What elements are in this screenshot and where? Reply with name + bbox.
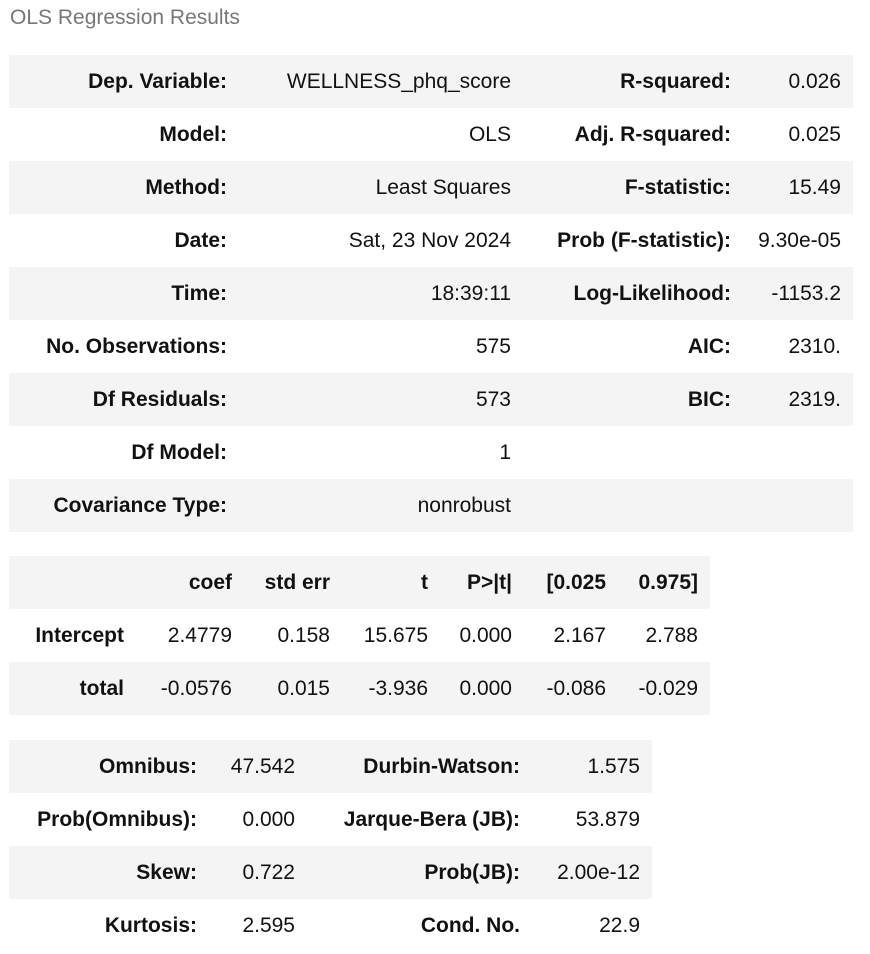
stat-value: 15.49: [788, 175, 841, 199]
stat-label: [523, 479, 743, 532]
column-header: [9, 556, 136, 609]
coefficient-cell: 2.788: [645, 623, 698, 647]
coefficient-cell: 0.000: [459, 623, 512, 647]
stat-label: Prob(Omnibus):: [37, 807, 197, 831]
stat-label: Model:: [159, 122, 227, 146]
stat-label: Time:: [171, 281, 227, 305]
summary-row: Dep. Variable: WELLNESS_phq_score R-square…: [9, 55, 853, 108]
stat-label: Kurtosis:: [104, 913, 197, 937]
summary-row: Df Model: 1: [9, 426, 853, 479]
model-summary-table: Dep. Variable: WELLNESS_phq_score R-square…: [9, 55, 853, 532]
coefficient-cell: -3.936: [368, 676, 428, 700]
stat-value: Least Squares: [375, 175, 511, 199]
coefficient-row: total -0.0576 0.015 -3.936 0.000 -0.086 -0.029: [9, 662, 710, 715]
stat-value: 22.9: [599, 913, 640, 937]
coefficient-cell: 0.000: [459, 676, 512, 700]
stat-label: Jarque-Bera (JB):: [343, 807, 520, 831]
stat-value: 9.30e-05: [758, 228, 841, 252]
stat-label: BIC:: [687, 387, 731, 411]
stat-label: Durbin-Watson:: [363, 754, 520, 778]
summary-row: Model: OLS Adj. R-squared: 0.025: [9, 108, 853, 161]
coefficient-cell: 0.015: [277, 676, 330, 700]
stat-label: Log-Likelihood:: [573, 281, 731, 305]
coefficient-cell: -0.0576: [160, 676, 232, 700]
summary-row: Date: Sat, 23 Nov 2024 Prob (F-statistic):…: [9, 214, 853, 267]
column-header: 0.975]: [638, 570, 698, 594]
stat-label: Prob(JB):: [424, 860, 520, 884]
coefficient-cell: 2.167: [553, 623, 606, 647]
stat-value: 0.025: [788, 122, 841, 146]
diagnostic-row: Skew: 0.722 Prob(JB): 2.00e-12: [9, 846, 652, 899]
stat-value: 2310.: [788, 334, 841, 358]
stat-label: R-squared:: [620, 69, 731, 93]
stat-value: 1: [499, 440, 511, 464]
stat-label: Cond. No.: [420, 913, 520, 937]
column-header: [0.025: [546, 570, 606, 594]
stat-value: Sat, 23 Nov 2024: [348, 228, 511, 252]
stat-value: 0.026: [788, 69, 841, 93]
stat-value: 47.542: [230, 754, 295, 778]
stat-label: Df Model:: [131, 440, 227, 464]
coefficient-row: Intercept 2.4779 0.158 15.675 0.000 2.167 2.78…: [9, 609, 710, 662]
column-header: coef: [188, 570, 232, 594]
stat-value: -1153.2: [771, 281, 841, 305]
summary-row: Method: Least Squares F-statistic: 15.49: [9, 161, 853, 214]
stat-value: nonrobust: [417, 493, 511, 517]
coefficient-cell: -0.029: [638, 676, 698, 700]
coefficient-cell: -0.086: [546, 676, 606, 700]
column-header: t: [421, 570, 428, 594]
coefficients-header-row: coef std err t P>|t| [0.025 0.975]: [9, 556, 710, 609]
column-header: P>|t|: [466, 570, 512, 594]
stat-label: Date:: [174, 228, 227, 252]
diagnostic-row: Kurtosis: 2.595 Cond. No. 22.9: [9, 899, 652, 952]
stat-value: 1.575: [587, 754, 640, 778]
coefficient-cell: 0.158: [277, 623, 330, 647]
stat-value: 575: [475, 334, 511, 358]
coefficient-cell: 15.675: [363, 623, 428, 647]
stat-label: Omnibus:: [99, 754, 197, 778]
coefficients-table: coef std err t P>|t| [0.025 0.975] Intercept 2…: [9, 556, 710, 715]
summary-row: Df Residuals: 573 BIC: 2319.: [9, 373, 853, 426]
stat-label: Skew:: [136, 860, 197, 884]
diagnostics-table: Omnibus: 47.542 Durbin-Watson: 1.575 Prob(Om…: [9, 740, 652, 952]
stat-label: [523, 426, 743, 479]
stat-label: AIC:: [687, 334, 731, 358]
stat-value: 2319.: [788, 387, 841, 411]
stat-value: 2.00e-12: [557, 860, 640, 884]
stat-value: 2.595: [242, 913, 295, 937]
diagnostic-row: Prob(Omnibus): 0.000 Jarque-Bera (JB): 53.8…: [9, 793, 652, 846]
table-caption: OLS Regression Results: [10, 6, 240, 29]
stat-label: No. Observations:: [46, 334, 227, 358]
stat-label: Dep. Variable:: [88, 69, 227, 93]
stat-value: 0.000: [242, 807, 295, 831]
summary-row: No. Observations: 575 AIC: 2310.: [9, 320, 853, 373]
diagnostic-row: Omnibus: 47.542 Durbin-Watson: 1.575: [9, 740, 652, 793]
column-header: std err: [264, 570, 330, 594]
stat-value: [743, 426, 853, 479]
summary-row: Time: 18:39:11 Log-Likelihood: -1153.2: [9, 267, 853, 320]
stat-value: 18:39:11: [430, 281, 511, 305]
stat-value: [743, 479, 853, 532]
coefficient-cell: 2.4779: [167, 623, 232, 647]
term-name: Intercept: [35, 623, 124, 647]
stat-label: Prob (F-statistic):: [557, 228, 731, 252]
stat-label: Covariance Type:: [53, 493, 227, 517]
term-name: total: [79, 676, 124, 700]
stat-label: F-statistic:: [624, 175, 731, 199]
stat-value: WELLNESS_phq_score: [286, 69, 511, 93]
stat-label: Df Residuals:: [92, 387, 227, 411]
stat-value: 0.722: [242, 860, 295, 884]
stat-label: Adj. R-squared:: [574, 122, 731, 146]
stat-label: Method:: [145, 175, 227, 199]
stat-value: OLS: [468, 122, 511, 146]
summary-row: Covariance Type: nonrobust: [9, 479, 853, 532]
stat-value: 53.879: [575, 807, 640, 831]
stat-value: 573: [475, 387, 511, 411]
